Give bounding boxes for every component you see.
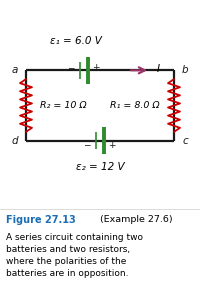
- Text: ε₂ = 12 V: ε₂ = 12 V: [76, 162, 124, 172]
- Text: b: b: [182, 65, 188, 75]
- Text: Figure 27.13: Figure 27.13: [6, 215, 76, 225]
- Text: +: +: [92, 64, 100, 72]
- Text: c: c: [182, 136, 188, 146]
- Text: −: −: [83, 141, 90, 149]
- Text: R₁ = 8.0 Ω: R₁ = 8.0 Ω: [110, 101, 160, 110]
- Text: I: I: [156, 64, 160, 74]
- Text: −: −: [67, 64, 74, 72]
- Text: d: d: [12, 136, 18, 146]
- Text: a: a: [12, 65, 18, 75]
- Text: A series circuit containing two
batteries and two resistors,
where the polaritie: A series circuit containing two batterie…: [6, 233, 143, 278]
- Text: (Example 27.6): (Example 27.6): [94, 215, 173, 224]
- Text: ε₁ = 6.0 V: ε₁ = 6.0 V: [50, 36, 102, 46]
- Text: R₂ = 10 Ω: R₂ = 10 Ω: [40, 101, 87, 110]
- Text: +: +: [108, 141, 116, 149]
